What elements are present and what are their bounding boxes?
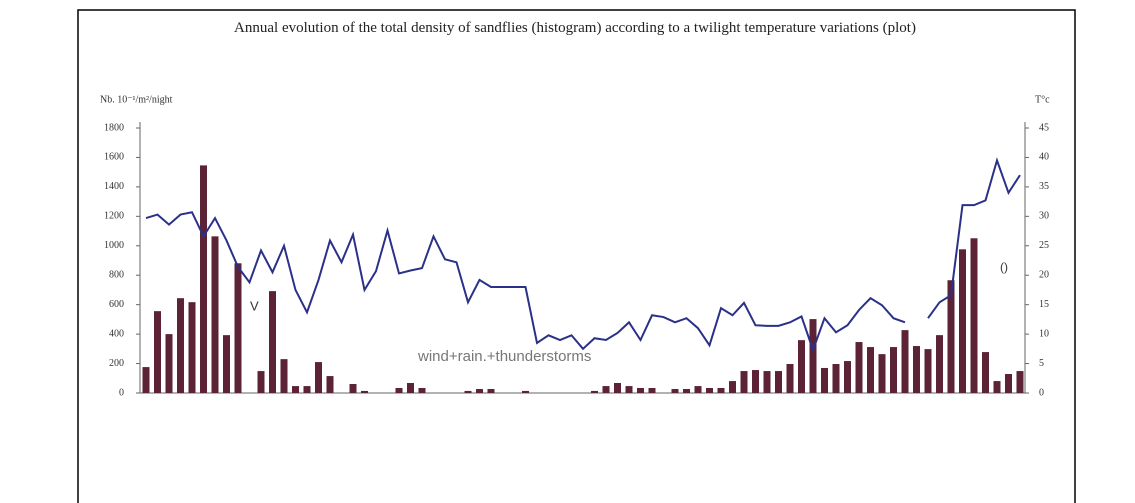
bar xyxy=(878,354,886,393)
bar xyxy=(395,387,403,393)
bar xyxy=(625,386,633,393)
bar xyxy=(522,390,529,393)
y-tick-label: 1400 xyxy=(104,181,124,192)
bar xyxy=(740,371,748,393)
bar xyxy=(832,363,840,393)
bar xyxy=(855,342,863,393)
bar xyxy=(223,335,230,393)
bar xyxy=(211,236,219,393)
bar xyxy=(867,347,874,393)
bar xyxy=(142,367,150,393)
bar xyxy=(993,381,1001,393)
bar xyxy=(763,371,771,393)
annotation: wind+rain.+thunderstorms xyxy=(417,348,591,365)
y-tick-label: 200 xyxy=(109,358,124,369)
bar xyxy=(476,389,483,393)
bar xyxy=(947,280,955,393)
y2-tick-label: 0 xyxy=(1039,387,1044,398)
bar xyxy=(591,390,598,393)
bar xyxy=(901,330,909,393)
bar xyxy=(809,319,817,393)
bar xyxy=(821,367,828,393)
bar xyxy=(1005,374,1012,393)
line xyxy=(145,157,1021,354)
bar xyxy=(234,263,242,393)
bar xyxy=(326,376,334,393)
y-axis-label: Nb. 10⁻¹/m²/night xyxy=(100,94,173,105)
bar xyxy=(188,302,196,393)
bar xyxy=(844,361,851,393)
bar xyxy=(257,371,265,393)
bar xyxy=(683,389,690,393)
bar xyxy=(648,387,656,393)
bar xyxy=(717,387,725,393)
frame xyxy=(77,9,1076,503)
bar xyxy=(890,347,897,393)
y-tick-label: 1200 xyxy=(104,211,124,222)
chart-title: Annual evolution of the total density of… xyxy=(234,20,916,36)
bar xyxy=(303,386,311,393)
bar xyxy=(706,387,713,393)
bar xyxy=(959,249,966,393)
bar xyxy=(154,311,161,393)
y2-tick-label: 10 xyxy=(1039,328,1049,339)
bar xyxy=(786,363,794,393)
bar xyxy=(361,390,368,393)
y2-tick-label: 35 xyxy=(1039,181,1049,192)
y-tick-label: 0 xyxy=(119,387,124,398)
annotation: V xyxy=(250,298,259,313)
y-tick-label: 1600 xyxy=(104,152,124,163)
y2-tick-label: 40 xyxy=(1039,152,1049,163)
bar xyxy=(752,370,759,393)
y2-tick-label: 15 xyxy=(1039,299,1049,310)
bar xyxy=(407,382,414,393)
bar xyxy=(602,386,610,393)
y-tick-label: 1000 xyxy=(104,240,124,251)
bar xyxy=(924,349,932,393)
bar xyxy=(349,384,357,393)
bar xyxy=(292,386,299,393)
y2-tick-label: 5 xyxy=(1039,358,1044,369)
bar xyxy=(464,390,472,393)
bar xyxy=(982,352,989,393)
annotation: () xyxy=(1000,260,1008,274)
bar xyxy=(694,386,702,393)
y2-axis-label: T°c xyxy=(1035,94,1050,105)
y-tick-label: 800 xyxy=(109,270,124,281)
bar xyxy=(418,387,426,393)
y-tick-label: 1800 xyxy=(104,122,124,133)
bar xyxy=(913,346,920,393)
y-tick-label: 400 xyxy=(109,328,124,339)
bar xyxy=(177,298,184,393)
y2-tick-label: 25 xyxy=(1039,240,1049,251)
bar xyxy=(614,382,621,393)
y2-tick-label: 20 xyxy=(1039,270,1049,281)
y-tick-label: 600 xyxy=(109,299,124,310)
bar xyxy=(970,238,978,393)
bar xyxy=(775,371,782,393)
bar xyxy=(269,291,276,393)
bar xyxy=(798,340,805,393)
bar xyxy=(637,387,644,393)
bar xyxy=(671,389,679,393)
y2-tick-label: 30 xyxy=(1039,211,1049,222)
bar xyxy=(729,381,736,393)
bar xyxy=(315,362,322,393)
bar xyxy=(936,335,943,393)
bar xyxy=(280,359,288,393)
bar xyxy=(200,165,207,393)
bar xyxy=(1016,371,1024,393)
y2-tick-label: 45 xyxy=(1039,122,1049,133)
bar xyxy=(487,389,495,393)
bar xyxy=(165,334,173,393)
